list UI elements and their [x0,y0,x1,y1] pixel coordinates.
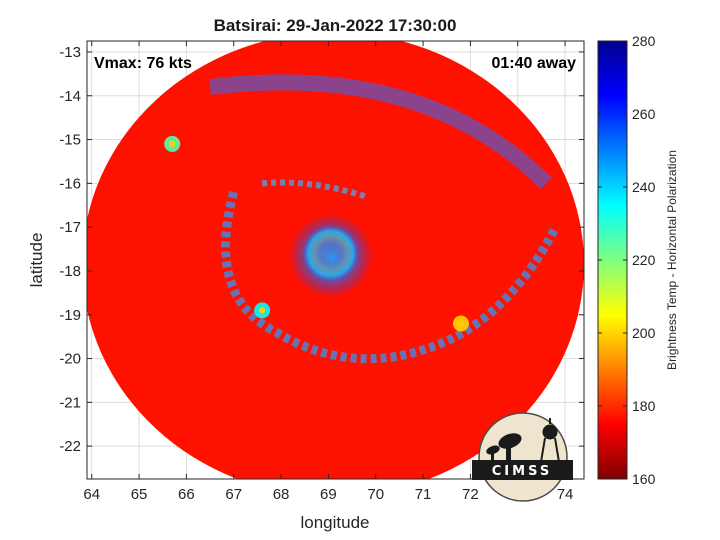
feature-inner-ring [288,213,373,298]
colorbar-tick-label: 260 [632,106,656,122]
x-tick-label: 72 [462,486,479,503]
x-tick-label: 67 [225,486,242,503]
y-tick-label: -16 [59,175,81,192]
y-tick-label: -19 [59,307,81,324]
time-away-annotation: 01:40 away [491,55,576,72]
y-tick-label: -20 [59,351,81,368]
colorbar-label: Brightness Temp - Horizontal Polarizatio… [665,150,679,370]
y-axis-ticks: -13 -14 -15 -16 -17 -18 -19 -20 -21 -22 [59,44,584,455]
y-tick-label: -21 [59,394,81,411]
cimss-logo: CIMSS [472,412,573,502]
x-tick-label: 64 [83,486,100,503]
x-tick-label: 68 [273,486,290,503]
logo-banner [472,460,573,480]
axes-frame [86,40,585,480]
logo-water-tower [540,418,560,463]
outer-band-arc [209,74,552,190]
feature-core-cell-nw [169,140,176,147]
feature-core-spiral-band-se [457,320,464,327]
colorbar-tick-label: 160 [632,471,656,487]
colorbar-tick-label: 180 [632,398,656,414]
vmax-annotation: Vmax: 76 kts [94,55,192,72]
chart-title: Batsirai: 29-Jan-2022 17:30:00 [214,16,457,35]
y-tick-label: -18 [59,263,81,280]
x-tick-label: 65 [131,486,148,503]
x-tick-label: 70 [367,486,384,503]
y-tick-label: -15 [59,132,81,149]
logo-text: CIMSS [492,464,552,479]
spiral-band-path [221,190,560,364]
x-tick-label: 69 [320,486,337,503]
colorbar [597,40,628,480]
y-tick-label: -17 [59,219,81,236]
x-axis-ticks: 6465666768697071727374 [83,41,573,503]
x-tick-label: 71 [415,486,432,503]
colorbar-ticks: 160 180 200 220 240 260 280 [598,33,656,487]
colorbar-tick-label: 220 [632,252,656,268]
colorbar-tick-label: 280 [632,33,656,49]
x-axis-label: longitude [300,513,369,532]
north-band-path [261,179,368,200]
brightness-temp-swath [87,41,584,479]
feature-core-spiral-band-sw [259,307,266,314]
x-tick-label: 74 [557,486,574,503]
y-tick-label: -22 [59,438,81,455]
logo-satellite-dish [486,433,522,460]
y-tick-label: -13 [59,44,81,61]
y-tick-label: -14 [59,88,81,105]
colorbar-tick-label: 240 [632,179,656,195]
colorbar-tick-label: 200 [632,325,656,341]
x-tick-label: 66 [178,486,195,503]
y-axis-label: latitude [27,233,46,288]
